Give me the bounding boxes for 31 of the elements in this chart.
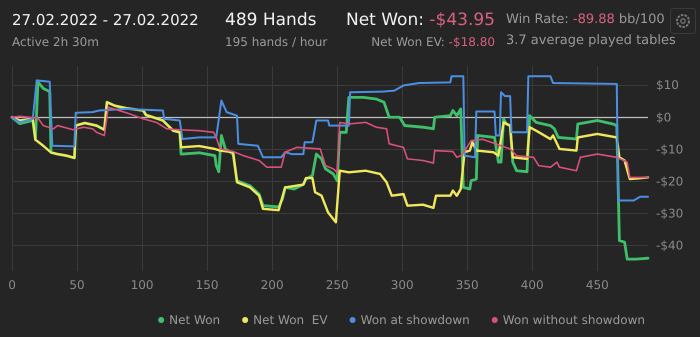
text: 3.7 average played tables [506, 33, 676, 48]
x-tick-label: 350 [456, 278, 479, 292]
x-tick-label: 300 [390, 278, 414, 292]
line-series [11, 106, 649, 178]
y-tick-label: -$20 [656, 174, 684, 188]
y-tick-label: -$10 [656, 142, 684, 156]
x-tick-label: 250 [326, 278, 349, 292]
y-tick-label: $0 [656, 110, 672, 124]
legend-label: Won without showdown [502, 313, 646, 327]
legend-label: Won at showdown [360, 313, 470, 327]
line-series [10, 100, 650, 224]
chart-subtitle: Active 2h 30m [12, 35, 99, 49]
text: 195 hands / hour [225, 35, 328, 49]
x-tick-label: 100 [130, 278, 154, 292]
x-tick-label: 0 [8, 278, 16, 292]
x-tick-label: 200 [260, 278, 284, 292]
legend-label: Net Won EV [253, 313, 328, 327]
x-tick-label: 450 [586, 278, 609, 292]
chart-title: 27.02.2022 - 27.02.2022 [12, 11, 199, 29]
y-tick-label: -$30 [656, 206, 684, 220]
x-tick-label: 150 [196, 278, 219, 292]
legend-label: Net Won [169, 313, 220, 327]
y-tick-label: $10 [656, 78, 679, 92]
text: 489 Hands [225, 10, 316, 30]
y-tick-label: -$40 [656, 238, 684, 252]
line-series [11, 75, 649, 202]
x-tick-label: 400 [520, 278, 544, 292]
x-tick-label: 50 [69, 278, 85, 292]
text: Net Won: -$43.95 [346, 10, 495, 30]
text: Win Rate: -89.88 bb/100 [506, 12, 665, 27]
text: Net Won EV: -$18.80 [371, 35, 495, 49]
